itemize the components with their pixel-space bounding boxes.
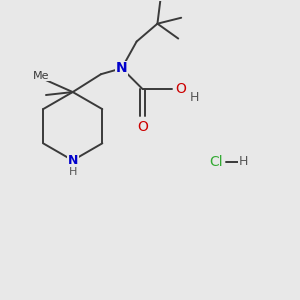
- Text: H: H: [190, 92, 200, 104]
- Text: O: O: [175, 82, 186, 96]
- Text: H: H: [239, 155, 248, 168]
- Text: Me: Me: [33, 71, 50, 81]
- Text: Cl: Cl: [209, 155, 223, 169]
- Text: O: O: [137, 120, 148, 134]
- Text: N: N: [116, 61, 128, 75]
- Text: H: H: [68, 167, 77, 177]
- Text: N: N: [68, 154, 78, 167]
